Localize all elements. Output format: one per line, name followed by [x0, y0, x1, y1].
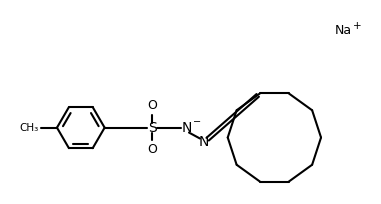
Text: O: O: [147, 143, 157, 156]
Text: N: N: [182, 121, 192, 135]
Text: N: N: [199, 135, 209, 150]
Text: S: S: [148, 121, 157, 135]
Text: O: O: [147, 99, 157, 112]
Text: +: +: [353, 21, 362, 31]
Text: −: −: [193, 117, 201, 127]
Text: CH₃: CH₃: [20, 123, 39, 133]
Text: Na: Na: [335, 24, 352, 38]
